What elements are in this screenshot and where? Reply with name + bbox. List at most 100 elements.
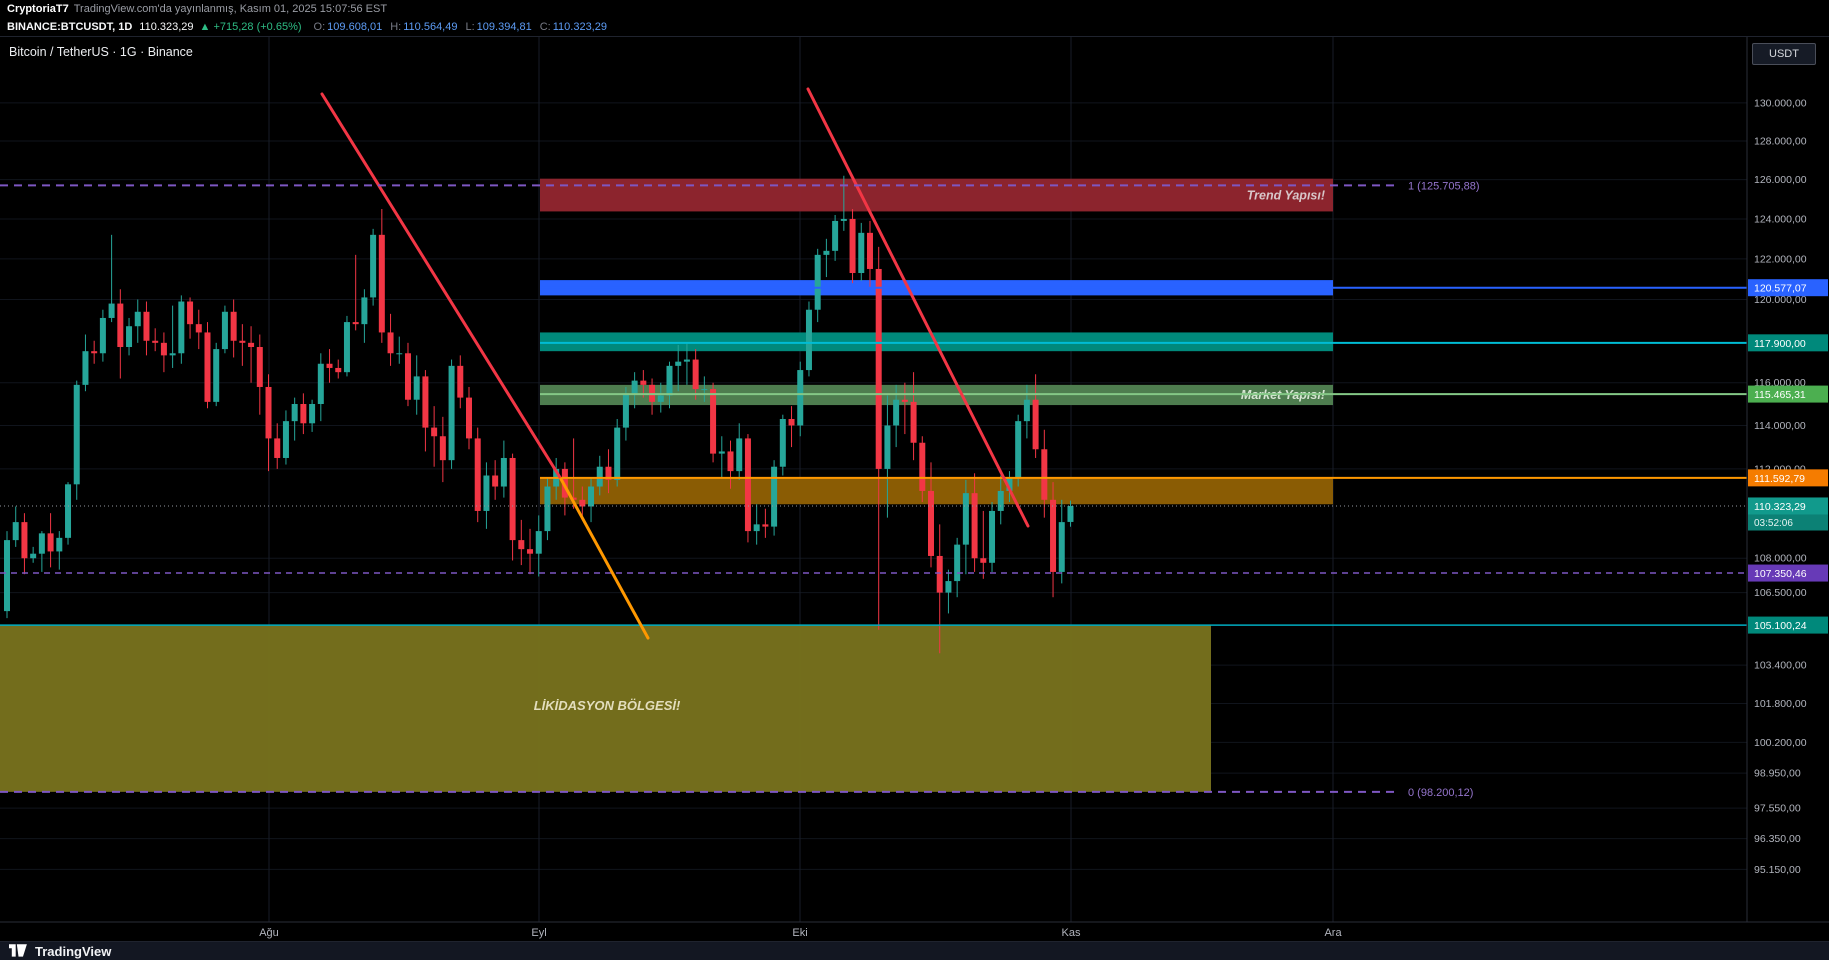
price-tick-label: 97.550,00 (1754, 803, 1801, 815)
high-value: 110.564,49 (403, 21, 458, 33)
candle-body (404, 353, 411, 400)
candle-body (47, 533, 54, 552)
low-label: L: (465, 21, 475, 33)
candle-body (518, 540, 525, 550)
candle-body (893, 399, 900, 426)
svg-text:110.323,29: 110.323,29 (1754, 501, 1806, 513)
candle-body (256, 347, 263, 387)
candle-body (527, 549, 534, 554)
price-tick-label: 100.200,00 (1754, 737, 1807, 749)
time-tick-label: Eki (792, 927, 807, 939)
candle-body (788, 418, 795, 426)
candle-body (466, 397, 473, 439)
time-tick-label: Eyl (531, 927, 546, 939)
price-tick-label: 101.800,00 (1754, 698, 1807, 710)
candle-body (858, 232, 865, 274)
candle-body (631, 380, 638, 394)
candle-body (544, 486, 551, 532)
candle-body (152, 340, 159, 343)
price-chip: 115.465,31 (1748, 385, 1828, 403)
candle-body (805, 309, 812, 371)
candle-body (343, 322, 350, 373)
price-tick-label: 106.500,00 (1754, 587, 1807, 599)
price-chip: 120.577,07 (1748, 279, 1828, 297)
footer-brand: TradingView (35, 943, 112, 959)
svg-text:120.577,07: 120.577,07 (1754, 283, 1807, 295)
time-axis[interactable]: Ağu Eyl Eki Kas Ara (0, 921, 1829, 939)
main-chart-svg[interactable]: Trend Yapısı!LİKİDASYON BÖLGESİ!Market Y… (0, 37, 1829, 942)
candle-body (875, 268, 882, 469)
attribution-author: CryptoriaT7 (7, 3, 69, 15)
price-tick-label: 96.350,00 (1754, 833, 1801, 845)
candle-body (771, 466, 778, 527)
candle-body (919, 442, 926, 491)
candle-body (413, 376, 420, 400)
candle-body (317, 363, 324, 404)
orange-band[interactable] (540, 477, 1333, 505)
candle-body (291, 403, 298, 422)
candle-body (117, 303, 124, 348)
svg-text:105.100,24: 105.100,24 (1754, 620, 1807, 632)
candle-body (762, 524, 769, 527)
candle-body (622, 393, 629, 428)
open-value: 109.608,01 (327, 21, 383, 33)
price-tick-label: 108.000,00 (1754, 553, 1807, 565)
time-tick-label: Kas (1062, 927, 1081, 939)
high-label: H: (390, 21, 402, 33)
candle-body (675, 361, 682, 366)
candle-body (744, 438, 751, 532)
price-tick-label: 128.000,00 (1754, 135, 1807, 147)
candle-body (230, 311, 237, 341)
candle-body (160, 342, 167, 356)
candle-body (187, 301, 194, 325)
price-axis[interactable]: 130.000,00 128.000,00 126.000,00 124.000,00… (1746, 37, 1829, 922)
candle-body (1050, 499, 1057, 572)
candle-body (82, 351, 89, 385)
price-tick-label: 126.000,00 (1754, 174, 1807, 186)
liquidation-zone[interactable]: LİKİDASYON BÖLGESİ! (0, 625, 1211, 792)
candle-body (126, 326, 133, 348)
symbol-title[interactable]: BINANCE:BTCUSDT, 1D (7, 21, 133, 33)
candle-body (989, 510, 996, 563)
candle-body (614, 427, 621, 480)
trend-structure-zone[interactable]: Trend Yapısı! (540, 178, 1333, 212)
candle-body (309, 403, 316, 424)
candle-body (1058, 522, 1065, 572)
candle-body (448, 365, 455, 461)
chart-area: Bitcoin / TetherUS · 1G · Binance USDT T… (0, 36, 1829, 941)
candle-body (378, 234, 385, 333)
candle-body (570, 497, 577, 500)
candle-body (1006, 477, 1013, 491)
candle-body (701, 389, 708, 391)
candle-body (248, 342, 255, 348)
fib-retracement[interactable]: 1 (125.705,88) 0 (98.200,12) (0, 180, 1480, 799)
candle-body (954, 544, 961, 582)
candle-body (971, 493, 978, 559)
candle-body (4, 540, 10, 612)
candle-body (265, 386, 272, 439)
price-change: ▲ +715,28 (+0.65%) (199, 21, 302, 33)
svg-text:107.350,46: 107.350,46 (1754, 568, 1807, 580)
candle-body (56, 537, 63, 552)
candle-body (439, 436, 446, 461)
candle-body (710, 389, 717, 454)
candle-body (108, 303, 115, 318)
candle-body (997, 490, 1004, 511)
time-tick-label: Ağu (259, 927, 279, 939)
orange-trendline[interactable] (559, 477, 650, 640)
open-label: O: (313, 21, 326, 33)
tradingview-logo-icon (9, 944, 27, 957)
chart-legend: Bitcoin / TetherUS · 1G · Binance (9, 45, 193, 59)
candle-body (143, 311, 150, 341)
candle-body (483, 475, 490, 511)
currency-button[interactable]: USDT (1752, 43, 1816, 65)
attribution-text: TradingView.com'da yayınlanmış, Kasım 01… (73, 3, 388, 15)
candle-body (213, 349, 220, 402)
candle-body (718, 451, 725, 454)
red-trendline-july-august[interactable] (320, 92, 563, 481)
red-trendline-october[interactable] (806, 87, 1030, 528)
candle-body (962, 493, 969, 545)
fib-label: 1 (125.705,88) (1408, 180, 1480, 192)
candle-body (387, 332, 394, 354)
candle-body (492, 475, 499, 487)
